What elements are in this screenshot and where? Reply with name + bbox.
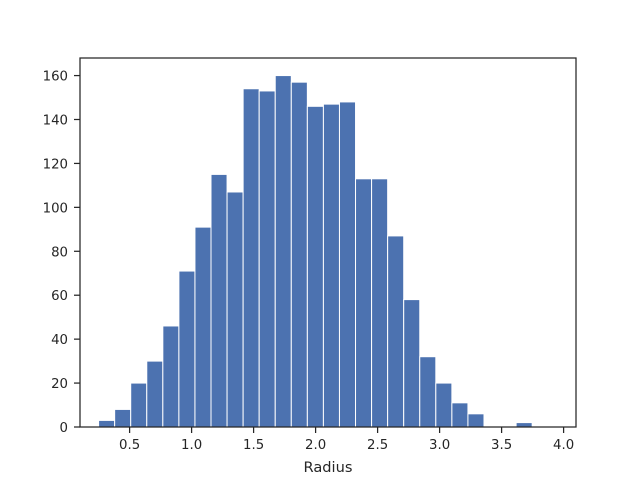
y-axis-ticks: 0 20 40 60 80 100 120 140 160 bbox=[43, 70, 80, 436]
histogram-bar bbox=[371, 178, 389, 428]
x-tick-label: 3.0 bbox=[429, 438, 450, 453]
x-axis-label: Radius bbox=[304, 459, 353, 476]
histogram-bar bbox=[322, 103, 340, 428]
histogram-bar bbox=[258, 90, 276, 428]
histogram-bar bbox=[515, 422, 533, 428]
histogram-bar bbox=[419, 356, 437, 428]
histogram-bar bbox=[226, 191, 244, 428]
y-tick-label: 0 bbox=[60, 421, 68, 436]
axes-frame bbox=[79, 57, 577, 428]
histogram-bar bbox=[98, 419, 116, 428]
histogram-bar bbox=[338, 101, 357, 428]
x-tick-label: 3.5 bbox=[491, 438, 512, 453]
y-tick-label: 120 bbox=[43, 157, 68, 172]
y-tick-label: 60 bbox=[51, 289, 68, 304]
histogram-bar bbox=[242, 88, 260, 428]
histogram-bar bbox=[435, 382, 453, 428]
histogram-bar bbox=[130, 382, 148, 428]
histogram-bar bbox=[403, 299, 421, 428]
y-tick-label: 140 bbox=[43, 114, 68, 129]
histogram-bar bbox=[290, 81, 308, 428]
x-tick-label: 4.0 bbox=[553, 438, 574, 453]
histogram-bar bbox=[274, 75, 292, 428]
y-tick-label: 100 bbox=[43, 201, 68, 216]
histogram-bar bbox=[387, 235, 405, 428]
bars-group bbox=[98, 75, 533, 428]
histogram-bar bbox=[467, 413, 485, 428]
histogram-bar bbox=[306, 105, 324, 428]
x-tick-label: 1.0 bbox=[181, 438, 202, 453]
y-tick-label: 160 bbox=[43, 70, 68, 85]
y-tick-label: 80 bbox=[51, 245, 68, 260]
x-axis-ticks: 0.5 1.0 1.5 2.0 2.5 3.0 3.5 4.0 bbox=[119, 427, 574, 453]
histogram-bar bbox=[355, 178, 373, 428]
y-tick-label: 20 bbox=[51, 377, 68, 392]
histogram-bar bbox=[114, 408, 132, 428]
histogram-bar bbox=[178, 270, 196, 428]
histogram-bar bbox=[210, 173, 228, 428]
x-tick-label: 0.5 bbox=[119, 438, 140, 453]
x-tick-label: 2.5 bbox=[367, 438, 388, 453]
histogram-bar bbox=[162, 325, 180, 428]
y-tick-label: 40 bbox=[51, 333, 68, 348]
histogram-bar bbox=[194, 226, 212, 428]
histogram-bar bbox=[146, 360, 164, 428]
histogram-bar bbox=[451, 402, 469, 428]
x-tick-label: 1.5 bbox=[243, 438, 264, 453]
x-tick-label: 2.0 bbox=[305, 438, 326, 453]
